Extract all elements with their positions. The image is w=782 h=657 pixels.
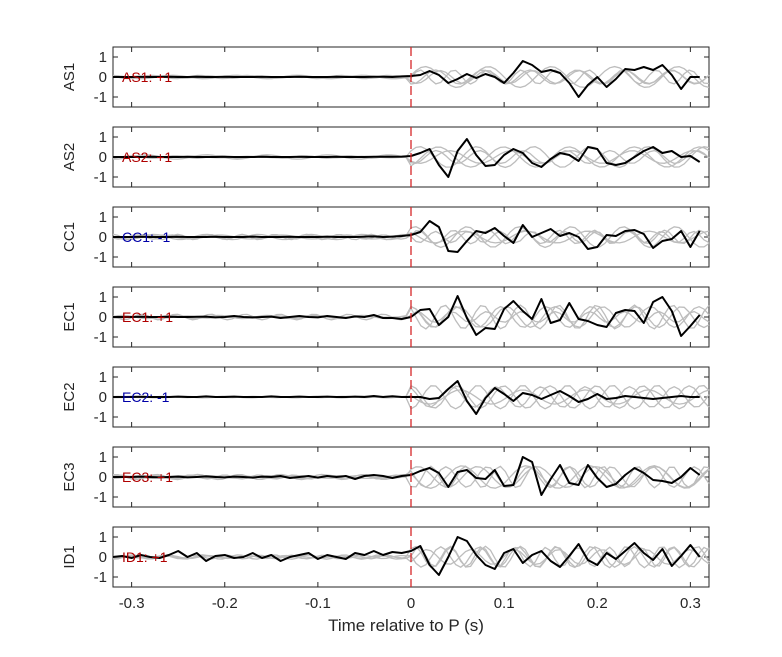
polarity-label: AS2: +1: [122, 149, 172, 165]
y-tick-label: 1: [99, 289, 107, 306]
panel-cc1: -1 0 1 CC1 CC1: -1: [61, 206, 710, 268]
y-tick-label: 1: [99, 529, 107, 546]
polarity-label: EC1: +1: [122, 309, 173, 325]
reference-trace: [112, 465, 710, 489]
polarity-label: CC1: -1: [122, 229, 170, 245]
y-tick-label: 0: [99, 229, 107, 246]
primary-trace: [113, 456, 701, 496]
polarity-label: EC2: -1: [122, 389, 170, 405]
panel-as1: -1 0 1 AS1 AS1: +1: [61, 46, 710, 108]
x-tick-label: 0: [407, 595, 415, 612]
y-tick-label: 0: [99, 389, 107, 406]
primary-trace: [112, 536, 701, 576]
y-tick-label: 1: [99, 49, 107, 66]
y-tick-label: -1: [94, 169, 107, 186]
reference-trace: [112, 230, 710, 244]
x-axis-label: Time relative to P (s): [328, 616, 484, 635]
y-tick-label: -1: [94, 329, 107, 346]
station-label: ID1: [61, 545, 78, 568]
y-tick-label: -1: [94, 89, 107, 106]
primary-trace: [113, 138, 701, 178]
y-tick-label: -1: [94, 249, 107, 266]
y-tick-label: 0: [99, 69, 107, 86]
panel-ec2: -1 0 1 EC2 EC2: -1: [61, 366, 710, 428]
y-tick-label: 1: [99, 449, 107, 466]
polarity-label: EC3: +1: [122, 469, 173, 485]
x-tick-label: 0.2: [587, 595, 608, 612]
polarity-label: ID1: +1: [122, 549, 168, 565]
station-label: AS2: [61, 143, 78, 171]
panels-group: -1 0 1 AS1 AS1: +1 -1 0 1 AS2 AS2: +1 -1 0 1 CC1 CC1: …: [61, 46, 710, 588]
x-tick-label: 0.3: [680, 595, 701, 612]
station-label: EC2: [61, 382, 78, 411]
y-tick-label: 1: [99, 129, 107, 146]
primary-trace: [113, 60, 700, 98]
x-tick-label: 0.1: [494, 595, 515, 612]
panel-id1: -1 0 1 ID1 ID1: +1: [61, 526, 710, 588]
station-label: EC1: [61, 302, 78, 331]
x-tick-label: -0.2: [212, 595, 238, 612]
polarity-label: AS1: +1: [122, 69, 172, 85]
y-tick-label: 1: [99, 209, 107, 226]
x-tick-label: -0.1: [305, 595, 331, 612]
x-axis: -0.3 -0.2 -0.1 0 0.1 0.2 0.3: [119, 595, 701, 612]
y-tick-label: 0: [99, 309, 107, 326]
y-tick-label: 0: [99, 469, 107, 486]
y-tick-label: -1: [94, 489, 107, 506]
y-tick-label: -1: [94, 569, 107, 586]
station-label: EC3: [61, 462, 78, 491]
panel-ec1: -1 0 1 EC1 EC1: +1: [61, 286, 710, 348]
y-tick-label: 1: [99, 369, 107, 386]
primary-trace: [113, 220, 701, 253]
x-tick-label: -0.3: [119, 595, 145, 612]
y-tick-label: -1: [94, 409, 107, 426]
primary-trace: [113, 380, 700, 415]
y-tick-label: 0: [99, 149, 107, 166]
y-tick-label: 0: [99, 549, 107, 566]
station-label: CC1: [61, 222, 78, 252]
primary-trace: [113, 295, 701, 337]
panel-as2: -1 0 1 AS2 AS2: +1: [61, 126, 710, 188]
station-label: AS1: [61, 63, 78, 91]
panel-ec3: -1 0 1 EC3 EC3: +1: [61, 446, 710, 508]
